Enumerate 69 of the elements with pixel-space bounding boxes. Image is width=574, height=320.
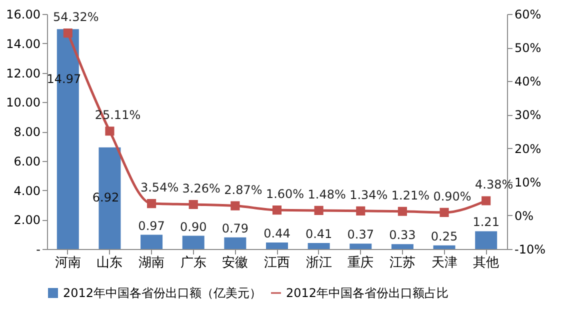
- x-tick-label: 河南: [54, 256, 81, 270]
- data-label: 1.21: [472, 215, 500, 230]
- x-tick-label: 江西: [264, 256, 290, 270]
- point: [398, 206, 407, 216]
- point: [147, 199, 156, 208]
- legend-label: 2012年中国各省份出口额占比: [286, 286, 449, 300]
- point: [105, 126, 114, 136]
- data-label: 0.90: [180, 220, 207, 234]
- data-label: 3.54%: [140, 180, 179, 195]
- x-tick-label: 其他: [473, 256, 500, 270]
- data-label: 0.79: [222, 221, 249, 236]
- data-label: 0.25: [430, 229, 458, 244]
- data-label: 4.38%: [475, 178, 514, 192]
- y2-tick-label: 0%: [514, 208, 534, 223]
- point: [230, 201, 240, 210]
- data-label: 3.26%: [182, 181, 220, 196]
- y-tick-label: -: [36, 242, 40, 256]
- data-label: 1.34%: [350, 188, 388, 202]
- y2-tick-label: 40%: [514, 74, 542, 89]
- y-tick-label: 12.00: [6, 66, 40, 80]
- y-tick-label: 8.00: [14, 125, 40, 139]
- bar: [266, 242, 288, 249]
- y2-tick-label: 30%: [514, 108, 542, 122]
- bar: [140, 234, 163, 249]
- y2-tick-label: 60%: [514, 8, 542, 22]
- data-label: 0.37: [347, 228, 374, 242]
- x-tick-label: 重庆: [348, 256, 374, 270]
- data-label: 0.44: [264, 226, 290, 241]
- y2-tick-label: 50%: [514, 41, 542, 56]
- x-tick-label: 安徽: [222, 254, 248, 270]
- legend-label: 2012年中国各省份出口额（亿美元）: [63, 286, 262, 300]
- point: [356, 206, 366, 216]
- data-label: 0.41: [305, 226, 332, 241]
- bar: [433, 245, 456, 249]
- x-tick-label: 天津: [431, 256, 458, 270]
- y-tick-label: 6.00: [14, 154, 40, 168]
- y2-tick-label: 10%: [514, 175, 542, 190]
- data-label: 54.32%: [53, 10, 99, 24]
- data-label: 0.97: [138, 218, 165, 233]
- x-tick-label: 江苏: [389, 256, 416, 270]
- bar: [182, 236, 204, 249]
- y2-tick-label: 20%: [514, 142, 542, 156]
- point: [440, 208, 449, 217]
- x-tick-label: 山东: [96, 256, 123, 270]
- x-tick-label: 浙江: [306, 256, 332, 270]
- y-tick-label: 16.00: [6, 8, 40, 22]
- bar: [308, 242, 330, 249]
- x-tick-label: 湖南: [138, 256, 165, 270]
- point: [482, 196, 491, 206]
- bar: [391, 244, 414, 249]
- point: [63, 28, 72, 38]
- y-tick-label: 2.00: [14, 213, 40, 228]
- bar: [350, 244, 372, 249]
- y-tick-label: 4.00: [14, 184, 40, 198]
- data-label: 1.21%: [391, 188, 430, 202]
- data-label: 1.48%: [308, 187, 346, 202]
- data-label: 1.60%: [266, 187, 304, 202]
- y2-tick-label: -10%: [514, 242, 546, 256]
- y-tick-label: 14.00: [6, 36, 40, 51]
- y-tick-label: 10.00: [6, 96, 40, 110]
- bar: [224, 237, 246, 249]
- bar: [475, 231, 498, 249]
- x-tick-label: 广东: [180, 256, 206, 270]
- data-label: 0.90%: [433, 189, 472, 204]
- point: [188, 200, 198, 210]
- point: [314, 206, 324, 215]
- data-label: 2.87%: [224, 182, 262, 197]
- data-label: 0.33: [389, 228, 416, 242]
- point: [272, 206, 282, 215]
